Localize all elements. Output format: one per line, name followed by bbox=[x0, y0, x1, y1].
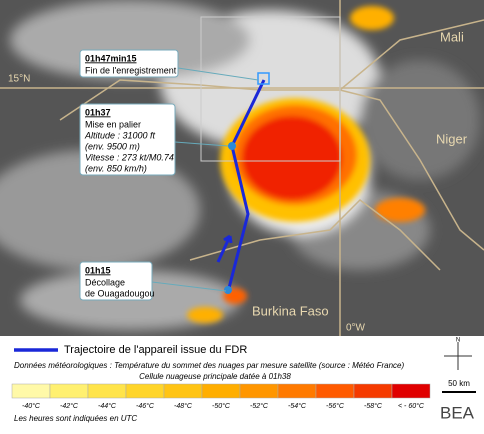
callout-time: 01h47min15 bbox=[85, 53, 137, 63]
callout-line: Décollage bbox=[85, 277, 125, 287]
trajectory bbox=[226, 79, 266, 293]
point bbox=[224, 286, 232, 294]
legend-trajectory: Trajectoire de l'appareil issue du FDR bbox=[64, 344, 247, 356]
scale-swatch bbox=[277, 383, 317, 399]
callout-line: Fin de l'enregistrement bbox=[85, 65, 177, 75]
country-label: Niger bbox=[436, 131, 468, 146]
scale-label: -44°C bbox=[98, 402, 117, 410]
callout-time: 01h37 bbox=[85, 107, 111, 117]
callout-box bbox=[79, 261, 153, 301]
callout-line: (env. 850 km/h) bbox=[85, 163, 147, 173]
legend-panel bbox=[0, 336, 484, 429]
direction-arrow bbox=[216, 234, 233, 263]
frame bbox=[200, 16, 341, 162]
callout-line: Vitesse : 273 kt/M0.74 bbox=[85, 152, 174, 162]
country-label: Burkina Faso bbox=[252, 303, 329, 318]
scale-label: -50°C bbox=[212, 402, 231, 410]
scale-label: -58°C bbox=[364, 402, 383, 410]
legend-cell: Cellule nuageuse principale datée à 01h3… bbox=[139, 372, 291, 381]
callout-box bbox=[79, 103, 176, 176]
cold-cloud-tops bbox=[187, 6, 425, 323]
latitude-label: 15°N bbox=[8, 74, 30, 85]
point bbox=[228, 142, 236, 150]
leaders bbox=[151, 67, 259, 292]
logo: BEA bbox=[440, 403, 475, 422]
scale-swatch bbox=[315, 383, 355, 399]
country-label: Mali bbox=[440, 29, 464, 44]
callout-line: Mise en palier bbox=[85, 119, 141, 129]
scale-label: -52°C bbox=[250, 402, 269, 410]
scale-label: -42°C bbox=[60, 402, 79, 410]
scale-label: -48°C bbox=[174, 402, 193, 410]
longitude-label: 0°W bbox=[346, 323, 366, 334]
scale-swatch bbox=[239, 383, 279, 399]
scale-label: -56°C bbox=[326, 402, 345, 410]
callout-time: 01h15 bbox=[85, 265, 111, 275]
scale-swatch bbox=[87, 383, 127, 399]
scale-label: -40°C bbox=[22, 402, 41, 410]
scale-swatch bbox=[125, 383, 165, 399]
callout-line: de Ouagadougou bbox=[85, 288, 155, 298]
scale-swatch bbox=[353, 383, 393, 399]
scale-label: < - 60°C bbox=[398, 402, 425, 410]
legend-weather: Données météorologiques : Température du… bbox=[14, 361, 404, 370]
compass-north: N bbox=[456, 338, 460, 344]
scale-label: -54°C bbox=[288, 402, 307, 410]
point bbox=[257, 72, 270, 85]
callout-box bbox=[79, 49, 179, 78]
scale-swatch bbox=[391, 383, 431, 399]
scale-swatch bbox=[201, 383, 241, 399]
callout-line: (env. 9500 m) bbox=[85, 141, 140, 151]
legend-utc: Les heures sont indiquées en UTC bbox=[14, 414, 137, 423]
scale-bar-label: 50 km bbox=[448, 379, 470, 388]
scale-swatch bbox=[163, 383, 203, 399]
scale-swatch bbox=[11, 383, 51, 399]
callout-line: Altitude : 31000 ft bbox=[84, 130, 156, 140]
scale-label: -46°C bbox=[136, 402, 155, 410]
scale-swatch bbox=[49, 383, 89, 399]
compass bbox=[444, 342, 472, 370]
